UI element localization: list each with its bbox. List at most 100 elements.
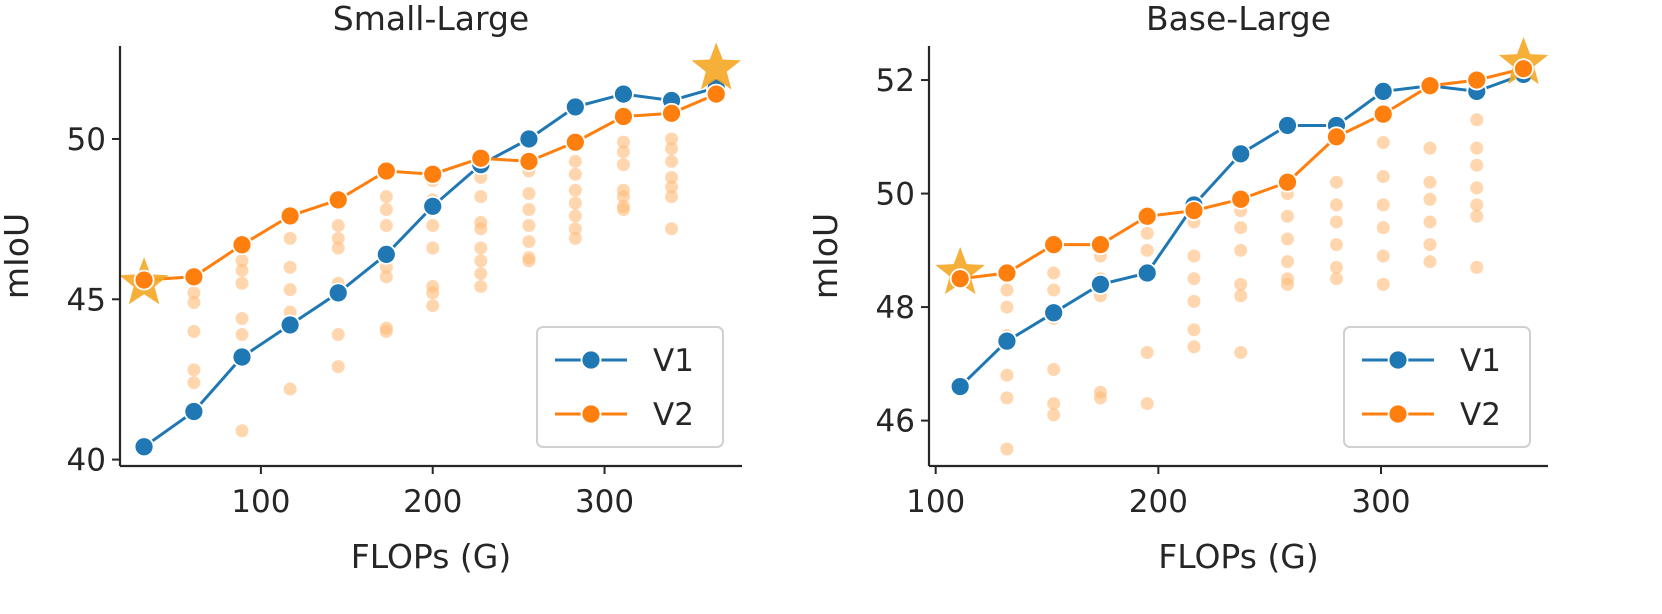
chart-1-candidate-point-1 — [1000, 300, 1014, 314]
chart-1-candidate-point-64 — [1470, 260, 1484, 274]
chart-0-series-v1-point-1 — [183, 401, 205, 422]
chart-0-candidate-point-56 — [568, 209, 582, 223]
chart-0-candidate-point-19 — [331, 241, 345, 255]
chart-0-star-marker-1 — [691, 42, 741, 90]
chart-1-series-v2-point-5 — [1183, 200, 1205, 221]
chart-0-series-v2-endpoint-0 — [133, 269, 155, 291]
chart-0-series-v2-point-4 — [327, 189, 349, 211]
chart-1-candidate-point-48 — [1376, 198, 1390, 212]
chart-1-y-axis-label: mIoU — [806, 213, 845, 299]
chart-1-candidate-point-26 — [1187, 323, 1201, 337]
chart-0-series-v2-point-7 — [470, 147, 492, 169]
chart-0-candidate-point-4 — [187, 376, 201, 390]
chart-1-series-v2-point-7 — [1277, 171, 1298, 193]
chart-0-candidate-point-61 — [616, 158, 630, 172]
chart-0-y-tick-label-1: 45 — [67, 282, 106, 318]
chart-0-candidate-point-36 — [426, 299, 440, 313]
chart-1-series-v2-endpoint-12 — [1513, 58, 1534, 80]
chart-1-series-v1-point-1 — [996, 330, 1018, 352]
chart-1-series-v2-point-2 — [1043, 234, 1065, 256]
chart-0-candidate-point-17 — [331, 219, 345, 233]
chart-1-series-v1-point-6 — [1230, 143, 1252, 165]
chart-0-series-v2-point-10 — [613, 106, 634, 127]
chart-1-candidate-point-25 — [1187, 294, 1201, 308]
chart-1-series-v2-point-6 — [1230, 188, 1252, 210]
chart-0-candidate-point-38 — [474, 190, 488, 204]
chart-0-series-v2-endpoint-12 — [705, 83, 727, 105]
chart-1-candidate-point-31 — [1234, 277, 1248, 291]
chart-0-candidate-point-1 — [187, 295, 201, 309]
chart-1-candidate-point-44 — [1329, 260, 1343, 274]
chart-0-candidate-point-46 — [522, 186, 536, 200]
chart-1-candidate-point-10 — [1047, 397, 1061, 411]
chart-0-title: Small-Large — [333, 0, 529, 38]
chart-1-candidate-point-56 — [1423, 238, 1437, 252]
chart-0-candidate-point-32 — [426, 219, 440, 233]
chart-1-y-tick-label-3: 52 — [876, 63, 915, 99]
chart-1-series-v1-point-7 — [1277, 115, 1298, 136]
chart-0-series-v1-point-10 — [613, 83, 634, 105]
chart-0-candidate-point-8 — [235, 312, 249, 326]
chart-0-candidate-point-51 — [522, 254, 536, 268]
chart-1-candidate-point-17 — [1140, 226, 1154, 240]
chart-0-candidate-point-48 — [522, 219, 536, 233]
chart-0-candidate-point-27 — [379, 270, 393, 284]
chart-1-legend-marker-v2 — [1387, 403, 1409, 425]
chart-1-series-v2-point-11 — [1466, 69, 1488, 91]
chart-0-legend: V1 V2 — [536, 326, 724, 448]
chart-1-x-axis-label: FLOPs (G) — [1158, 537, 1319, 576]
chart-0-series-v2-point-9 — [564, 131, 586, 153]
chart-1-series-v1-point-0 — [949, 376, 971, 397]
chart-small-large: Small-Large 100 200 300 40 45 50 FLOPs (G) mIoU V… — [0, 0, 742, 576]
chart-0-candidate-point-47 — [522, 203, 536, 217]
chart-0-candidate-point-23 — [379, 190, 393, 204]
chart-0-legend-label-v2: V2 — [653, 397, 694, 433]
chart-1-series-v2-point-9 — [1372, 103, 1394, 125]
chart-1-candidate-point-54 — [1423, 192, 1437, 206]
chart-0-x-tick-label-2: 300 — [575, 484, 634, 520]
chart-1-candidate-point-45 — [1329, 272, 1343, 286]
chart-0-candidate-point-10 — [235, 424, 249, 438]
chart-0-series-v1-point-4 — [327, 282, 349, 304]
chart-0-candidate-point-2 — [187, 324, 201, 338]
chart-1-candidate-point-6 — [1047, 266, 1061, 280]
chart-1-x-tick-label-0: 100 — [906, 484, 965, 520]
chart-1-candidate-point-62 — [1470, 198, 1484, 212]
chart-0-candidate-point-21 — [331, 328, 345, 342]
chart-1-y-tick-label-0: 46 — [876, 404, 915, 440]
chart-1-series-v2-point-8 — [1326, 126, 1347, 148]
chart-0-candidate-point-18 — [331, 231, 345, 245]
chart-0-candidate-point-35 — [426, 286, 440, 300]
chart-0-candidate-point-66 — [665, 132, 679, 146]
chart-1-candidate-point-39 — [1280, 277, 1294, 291]
chart-0-candidate-point-42 — [474, 254, 488, 268]
chart-1-candidate-point-18 — [1140, 243, 1154, 257]
chart-0-candidate-point-11 — [283, 231, 297, 245]
chart-1-candidate-point-50 — [1376, 249, 1390, 263]
chart-0-candidate-point-53 — [568, 167, 582, 181]
chart-0-series-v2-point-5 — [375, 160, 397, 182]
chart-1-title: Base-Large — [1146, 0, 1331, 38]
chart-1-candidate-point-0 — [1000, 283, 1014, 297]
chart-0-candidate-point-58 — [568, 231, 582, 245]
chart-0-candidate-point-16 — [283, 382, 297, 396]
chart-0-x-axis-label: FLOPs (G) — [351, 537, 512, 576]
chart-1-candidate-point-33 — [1234, 345, 1248, 359]
chart-0-candidate-point-12 — [283, 260, 297, 274]
chart-1-candidate-point-27 — [1187, 340, 1201, 354]
chart-1-candidate-point-49 — [1376, 221, 1390, 235]
chart-1-candidate-point-46 — [1376, 135, 1390, 149]
chart-1-series-v2-point-3 — [1090, 234, 1111, 256]
chart-0-legend-label-v1: V1 — [653, 343, 694, 379]
chart-0-candidate-point-72 — [665, 222, 679, 236]
chart-1-candidate-point-53 — [1423, 175, 1437, 189]
chart-base-large: Base-Large 100 200 300 46 48 50 52 FLOPs (G) mIoU… — [806, 0, 1549, 576]
chart-0-candidate-point-40 — [474, 222, 488, 236]
chart-0-candidate-point-41 — [474, 241, 488, 255]
chart-0-candidate-point-63 — [616, 190, 630, 204]
chart-0-candidate-point-44 — [474, 279, 488, 293]
chart-1-legend-frame — [1343, 326, 1531, 448]
chart-1-candidate-point-41 — [1329, 198, 1343, 212]
chart-0-candidate-point-52 — [568, 154, 582, 168]
chart-1-candidate-point-52 — [1423, 141, 1437, 155]
